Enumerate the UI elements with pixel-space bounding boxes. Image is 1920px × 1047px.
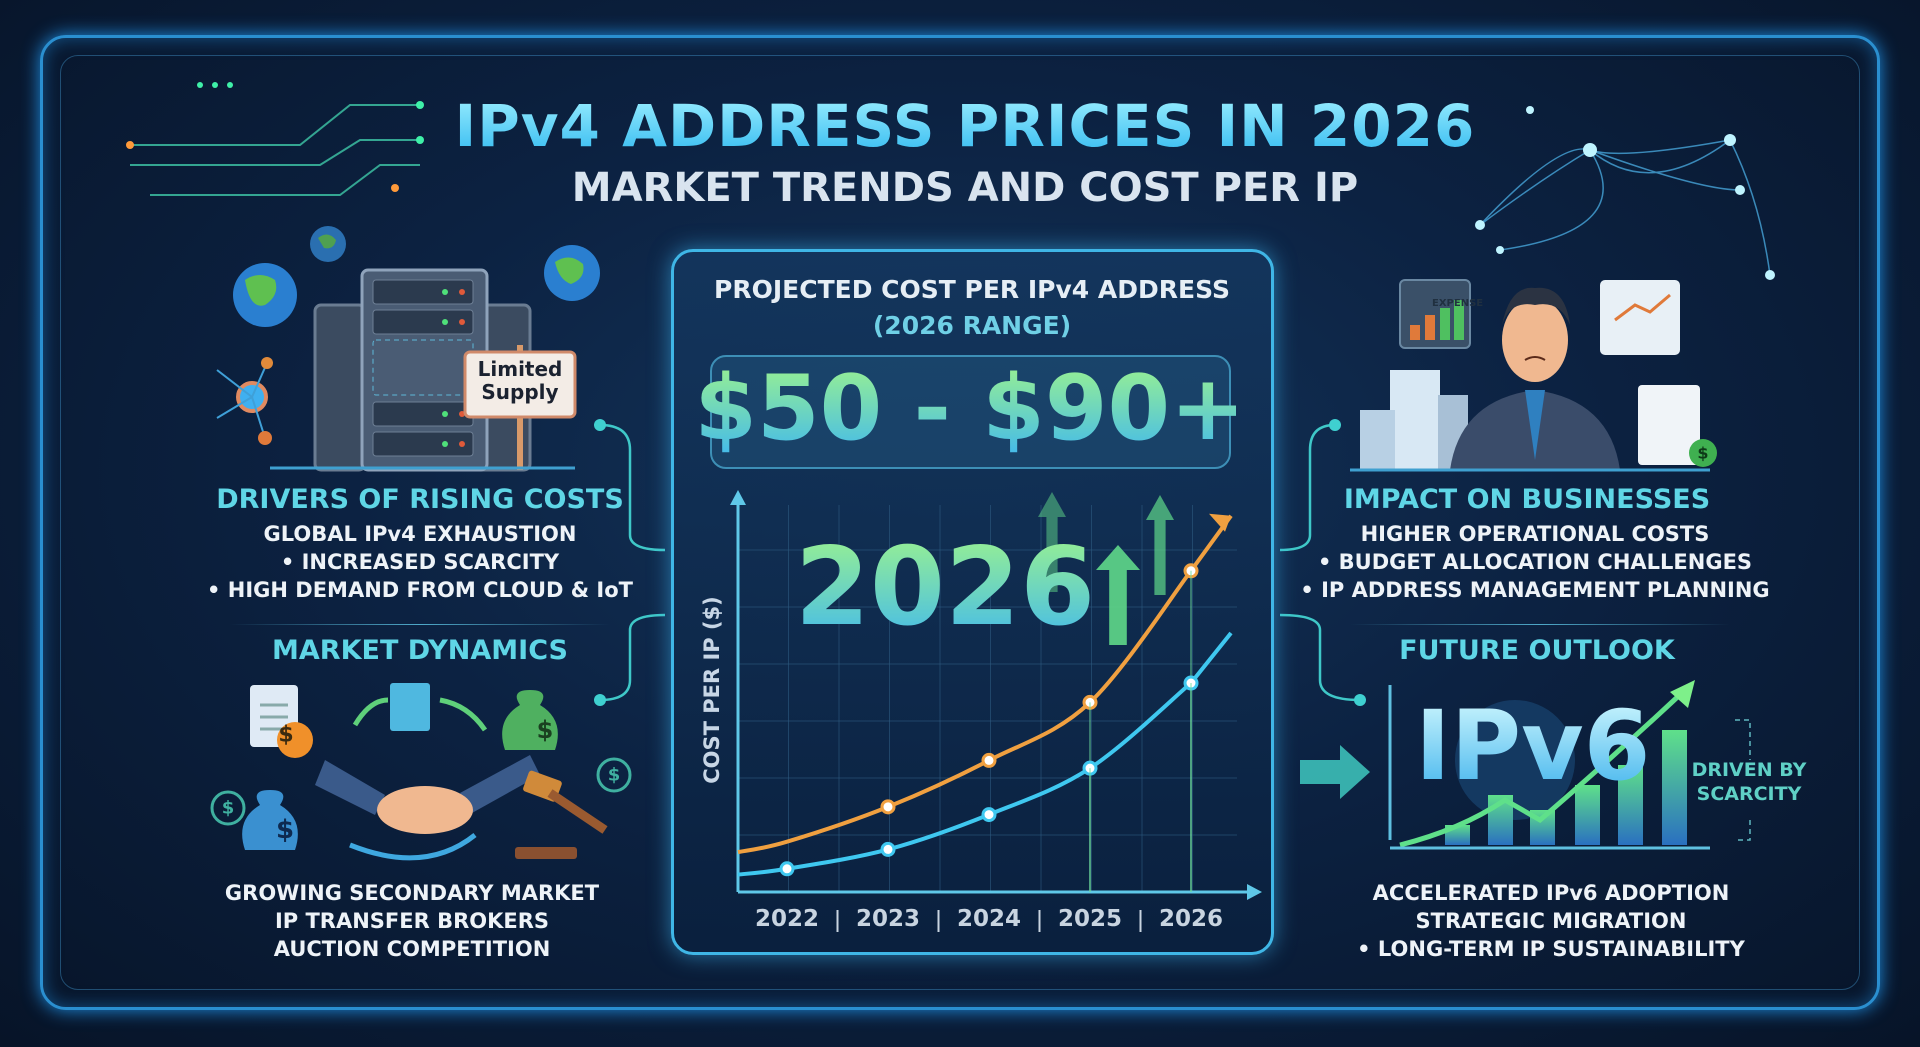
divider [1350,624,1730,625]
price-range: $50 - $90+ [694,356,1246,461]
expense-dollar-icon: $ [1697,443,1709,463]
sign-line1: Limited [477,357,563,381]
outlook-heading: FUTURE OUTLOOK [1399,635,1675,666]
outlook-list: ACCELERATED IPv6 ADOPTION STRATEGIC MIGR… [1357,879,1745,963]
series-line-lower [737,631,1233,877]
panel-heading: PROJECTED COST PER IPv4 ADDRESS [714,275,1230,304]
series-arrow-icon [1209,513,1231,532]
coin-dollar-icon: $ [278,722,294,748]
x-axis-arrow-icon [1247,884,1262,900]
market-list: GROWING SECONDARY MARKET IP TRANSFER BRO… [225,879,599,963]
sign-line2: Supply [481,380,559,404]
list-item: • HIGH DEMAND FROM CLOUD & IoT [207,578,633,602]
page-title: IPv4 ADDRESS PRICES IN 2026 [454,92,1476,160]
y-axis-arrow-icon [730,490,746,505]
list-item: ACCELERATED IPv6 ADOPTION [1372,881,1730,905]
moneybag-dollar-icon: $ [275,815,295,845]
list-item: GLOBAL IPv4 EXHAUSTION [263,522,577,546]
expense-label: EXPENSE [1432,298,1484,309]
list-item: GROWING SECONDARY MARKET [224,881,600,905]
data-point-lower-2023 [880,841,896,857]
x-tick-label: 2023 [855,906,921,932]
series-line-upper [737,514,1233,855]
handshake-market-icon [210,683,632,861]
up-arrow-icon [1038,492,1066,592]
ipv6-label: IPv6 [1415,690,1651,802]
list-item: AUCTION COMPETITION [273,937,551,961]
data-point-upper-2024 [981,752,997,768]
x-tick-label: 2025 [1057,906,1123,932]
range-label: (2026 RANGE) [872,311,1072,340]
note-line2: SCARCITY [1696,783,1802,805]
stressed-businessman-icon [1350,279,1717,472]
driven-by-scarcity-note: DRIVEN BY SCARCITY [1692,758,1807,806]
note-line1: DRIVEN BY [1691,759,1807,781]
price-box [710,355,1231,469]
divider [230,624,610,625]
market-heading: MARKET DYNAMICS [272,635,568,666]
coin-dollar-icon: $ [221,797,235,819]
list-item: HIGHER OPERATIONAL COSTS [1360,522,1710,546]
big-year: 2026 [794,525,1096,650]
impact-list: HIGHER OPERATIONAL COSTS • BUDGET ALLOCA… [1300,520,1769,604]
inner-frame [60,55,1860,990]
server-rack-icon [216,226,600,472]
list-item: • BUDGET ALLOCATION CHALLENGES [1317,550,1753,574]
up-arrow-icon [1096,545,1140,645]
x-tick-label: 2022 [754,906,820,932]
limited-supply-sign: Limited Supply [478,358,563,404]
data-point-lower-2022 [779,861,795,877]
data-point-lower-2024 [981,807,997,823]
coin-dollar-icon: $ [607,764,621,786]
data-point-upper-2023 [880,799,896,815]
up-arrow-icon [1146,495,1174,595]
moneybag-dollar-icon: $ [536,716,554,744]
x-tick-label: 2026 [1158,906,1224,932]
ipv6-growth-chart-icon [1388,680,1751,850]
list-item: • IP ADDRESS MANAGEMENT PLANNING [1300,578,1770,602]
drivers-heading: DRIVERS OF RISING COSTS [216,484,624,515]
impact-heading: IMPACT ON BUSINESSES [1343,484,1711,515]
list-item: STRATEGIC MIGRATION [1415,909,1687,933]
projected-cost-panel [671,249,1274,955]
page-subtitle: MARKET TRENDS AND COST PER IP [571,165,1359,211]
x-tick-label: 2024 [956,906,1022,932]
list-item: • LONG-TERM IP SUSTAINABILITY [1357,937,1745,961]
list-item: • INCREASED SCARCITY [280,550,560,574]
list-item: IP TRANSFER BROKERS [274,909,550,933]
drivers-list: GLOBAL IPv4 EXHAUSTION • INCREASED SCARC… [207,520,633,604]
y-axis-label: COST PER IP ($) [700,596,724,784]
outer-frame [40,35,1880,1010]
